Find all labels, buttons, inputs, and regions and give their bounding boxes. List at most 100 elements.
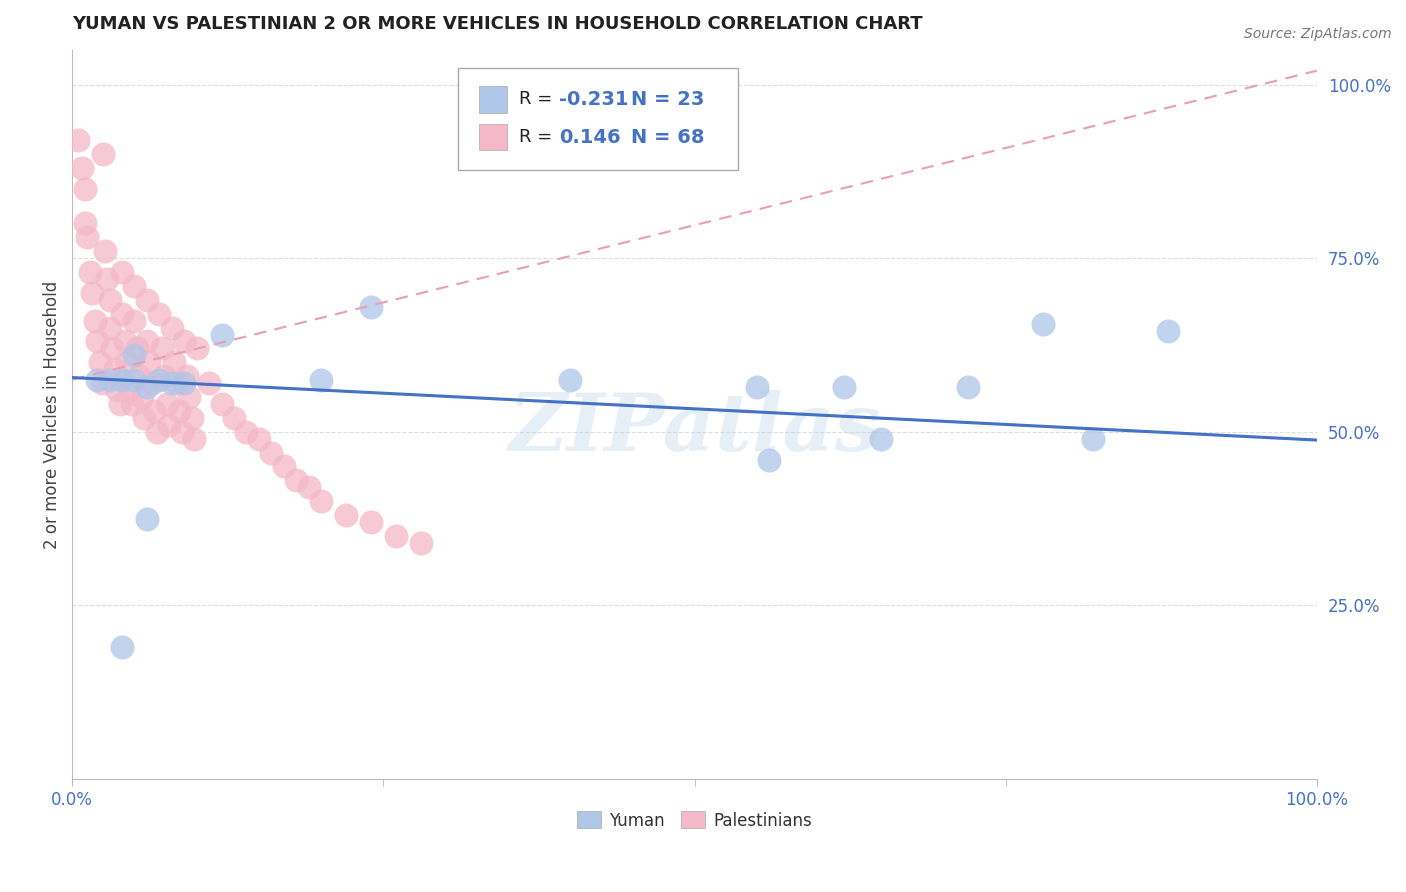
Point <box>153 369 176 384</box>
Point <box>163 355 186 369</box>
Point <box>111 265 134 279</box>
Point <box>260 445 283 459</box>
Point <box>183 432 205 446</box>
Point <box>745 379 768 393</box>
Point <box>91 376 114 391</box>
Point <box>108 397 131 411</box>
Point <box>247 432 270 446</box>
Point <box>558 373 581 387</box>
Text: -0.231: -0.231 <box>560 90 628 109</box>
Point <box>409 536 432 550</box>
Point <box>82 285 104 300</box>
Text: YUMAN VS PALESTINIAN 2 OR MORE VEHICLES IN HOUSEHOLD CORRELATION CHART: YUMAN VS PALESTINIAN 2 OR MORE VEHICLES … <box>72 15 922 33</box>
Point <box>105 383 128 397</box>
Point <box>1032 317 1054 331</box>
Point <box>115 355 138 369</box>
Point <box>335 508 357 522</box>
Point <box>131 390 153 404</box>
Point <box>176 369 198 384</box>
Point <box>385 529 408 543</box>
Text: N = 23: N = 23 <box>631 90 704 109</box>
Point <box>135 379 157 393</box>
Point <box>111 307 134 321</box>
Point <box>114 334 136 349</box>
Point <box>148 307 170 321</box>
Point <box>198 376 221 391</box>
Point <box>832 379 855 393</box>
Point <box>124 373 146 387</box>
Point <box>135 293 157 307</box>
Point <box>138 355 160 369</box>
Y-axis label: 2 or more Vehicles in Household: 2 or more Vehicles in Household <box>44 280 60 549</box>
Point <box>134 410 156 425</box>
Point <box>157 417 180 432</box>
Point <box>125 342 148 356</box>
Point <box>86 334 108 349</box>
Point <box>124 348 146 362</box>
Point <box>173 334 195 349</box>
Point <box>148 373 170 387</box>
Point <box>273 459 295 474</box>
Point <box>79 265 101 279</box>
Point <box>73 216 96 230</box>
Point <box>758 452 780 467</box>
Text: Source: ZipAtlas.com: Source: ZipAtlas.com <box>1244 27 1392 41</box>
Point <box>93 244 115 259</box>
FancyBboxPatch shape <box>458 68 738 170</box>
Point <box>141 376 163 391</box>
Point <box>67 133 90 147</box>
Point <box>1081 432 1104 446</box>
Point <box>870 432 893 446</box>
Point <box>173 376 195 391</box>
Point <box>285 473 308 487</box>
Point <box>128 369 150 384</box>
Point <box>222 410 245 425</box>
Point <box>98 293 121 307</box>
Point <box>211 397 233 411</box>
Point <box>156 397 179 411</box>
Point <box>360 300 382 314</box>
Point <box>96 272 118 286</box>
Point <box>70 161 93 175</box>
Point <box>121 397 143 411</box>
Point <box>1156 324 1178 338</box>
Point <box>76 230 98 244</box>
Point <box>135 334 157 349</box>
Point <box>83 313 105 327</box>
Point <box>179 390 201 404</box>
Point <box>160 376 183 391</box>
Point <box>170 425 193 439</box>
Point <box>160 320 183 334</box>
Point <box>957 379 980 393</box>
Point <box>169 404 191 418</box>
Point <box>360 515 382 529</box>
Point <box>118 383 141 397</box>
Point <box>186 342 208 356</box>
Legend: Yuman, Palestinians: Yuman, Palestinians <box>571 805 818 836</box>
FancyBboxPatch shape <box>479 124 506 151</box>
Text: ZIPatlas: ZIPatlas <box>509 390 880 467</box>
Text: N = 68: N = 68 <box>631 128 704 147</box>
Text: 0.146: 0.146 <box>560 128 620 147</box>
Point <box>150 342 173 356</box>
Point <box>309 373 332 387</box>
Point <box>298 480 321 494</box>
Point <box>111 640 134 654</box>
FancyBboxPatch shape <box>479 87 506 112</box>
Point <box>180 410 202 425</box>
Text: R =: R = <box>519 90 558 109</box>
Point <box>143 404 166 418</box>
Point <box>73 182 96 196</box>
Point <box>211 327 233 342</box>
Point <box>135 511 157 525</box>
Point <box>98 320 121 334</box>
Point <box>98 373 121 387</box>
Point <box>309 494 332 508</box>
Point <box>166 376 188 391</box>
Point <box>124 313 146 327</box>
Point <box>89 355 111 369</box>
Point <box>235 425 257 439</box>
Point <box>124 279 146 293</box>
Point <box>111 373 134 387</box>
Point <box>101 342 124 356</box>
